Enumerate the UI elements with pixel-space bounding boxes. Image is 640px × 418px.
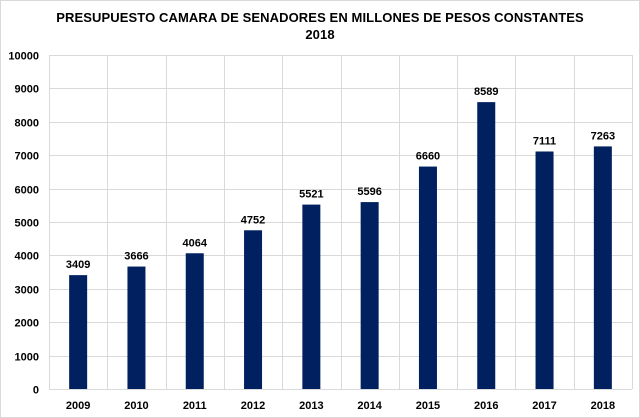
bar-2012 bbox=[244, 230, 263, 389]
bars bbox=[69, 102, 612, 389]
x-tick-label: 2015 bbox=[416, 400, 440, 412]
bar-2018 bbox=[593, 146, 612, 389]
data-label-2015: 6660 bbox=[416, 151, 440, 163]
bar-2013 bbox=[302, 204, 321, 389]
x-tick-label: 2011 bbox=[183, 400, 207, 412]
x-tick-label: 2018 bbox=[591, 400, 615, 412]
y-tick-label: 9000 bbox=[15, 84, 39, 96]
x-tick-label: 2016 bbox=[474, 400, 498, 412]
x-tick-label: 2014 bbox=[357, 400, 382, 412]
bar-2009 bbox=[69, 275, 88, 389]
y-tick-label: 4000 bbox=[15, 251, 39, 263]
y-tick-label: 6000 bbox=[15, 185, 39, 197]
x-tick-label: 2009 bbox=[66, 400, 90, 412]
y-tick-label: 1000 bbox=[15, 352, 39, 364]
y-tick-label: 7000 bbox=[15, 151, 39, 163]
bar-2017 bbox=[535, 151, 554, 389]
chart-subtitle: 2018 bbox=[305, 27, 335, 42]
y-tick-label: 0 bbox=[33, 385, 39, 397]
gridlines bbox=[49, 55, 633, 390]
y-tick-label: 3000 bbox=[15, 285, 39, 297]
y-axis: 0 1000 2000 3000 4000 5000 6000 7000 8000 9000 100… bbox=[8, 51, 39, 397]
x-axis: 2009 2010 2011 2012 2013 2014 2015 2016 2017 2018 bbox=[66, 400, 615, 412]
data-label-2014: 5596 bbox=[357, 186, 381, 198]
bar-2011 bbox=[185, 253, 204, 389]
data-label-2018: 7263 bbox=[591, 130, 615, 142]
data-label-2009: 3409 bbox=[66, 259, 90, 271]
data-label-2010: 3666 bbox=[124, 251, 148, 263]
y-tick-label: 2000 bbox=[15, 318, 39, 330]
x-tick-label: 2010 bbox=[124, 400, 148, 412]
y-tick-label: 8000 bbox=[15, 118, 39, 130]
data-labels: 3409 3666 4064 4752 5521 5596 6660 8589 7111 7263 bbox=[66, 86, 615, 271]
y-tick-label: 5000 bbox=[15, 218, 39, 230]
bar-2016 bbox=[477, 102, 496, 389]
bar-2015 bbox=[418, 166, 437, 389]
x-tick-label: 2013 bbox=[299, 400, 323, 412]
data-label-2011: 4064 bbox=[183, 237, 208, 249]
data-label-2012: 4752 bbox=[241, 214, 265, 226]
bar-2014 bbox=[360, 202, 379, 389]
bar-2010 bbox=[127, 266, 146, 389]
y-tick-label: 10000 bbox=[8, 51, 39, 63]
data-label-2016: 8589 bbox=[474, 86, 498, 98]
data-label-2013: 5521 bbox=[299, 189, 323, 201]
chart-title: PRESUPUESTO CAMARA DE SENADORES EN MILLO… bbox=[56, 10, 584, 25]
data-label-2017: 7111 bbox=[533, 135, 556, 147]
x-tick-label: 2017 bbox=[532, 400, 556, 412]
x-tick-label: 2012 bbox=[241, 400, 265, 412]
